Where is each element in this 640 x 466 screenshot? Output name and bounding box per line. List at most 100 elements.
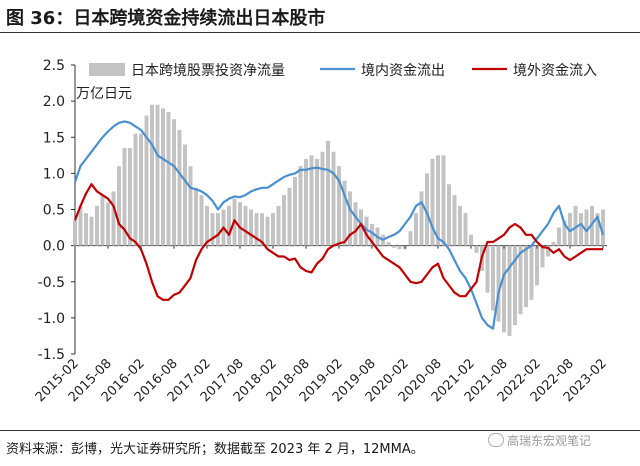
bar xyxy=(474,245,479,253)
bar xyxy=(348,191,352,246)
bar xyxy=(271,213,275,246)
bar xyxy=(89,216,94,246)
bar xyxy=(309,155,314,246)
bar xyxy=(95,205,99,246)
bar xyxy=(144,115,149,246)
bar xyxy=(106,202,110,246)
bar xyxy=(161,108,165,246)
y-tick-label: 0.0 xyxy=(43,239,65,255)
bar xyxy=(128,148,132,246)
y-tick-label: -0.5 xyxy=(38,275,65,291)
bar xyxy=(397,245,402,250)
bar xyxy=(353,202,358,246)
bar xyxy=(546,245,550,257)
bar xyxy=(419,191,424,246)
bar xyxy=(293,176,297,246)
y-tick-label: -1.0 xyxy=(38,311,65,327)
bar xyxy=(370,223,374,246)
bar xyxy=(513,245,517,326)
y-tick-label: 1.5 xyxy=(43,130,65,146)
legend-label-bars: 日本跨境股票投资净流量 xyxy=(131,63,285,79)
bar xyxy=(584,209,589,246)
bar xyxy=(502,245,506,333)
bar xyxy=(243,205,248,246)
bar xyxy=(78,205,83,246)
bar xyxy=(342,180,347,246)
y-tick-label: 2.0 xyxy=(43,94,65,110)
bar xyxy=(441,155,446,246)
bar xyxy=(276,205,281,246)
series-line-foreign xyxy=(73,183,603,301)
bar xyxy=(282,195,286,246)
legend-swatch-bars xyxy=(89,63,125,76)
bar xyxy=(183,144,187,246)
bar xyxy=(452,195,457,246)
bar xyxy=(216,213,220,246)
bar xyxy=(518,245,523,315)
bar xyxy=(155,104,160,246)
bar xyxy=(469,234,473,246)
bar xyxy=(304,158,308,246)
bar xyxy=(595,213,600,246)
legend-label-foreign: 境外资金流入 xyxy=(513,63,597,79)
bar xyxy=(436,155,440,246)
bar xyxy=(408,231,413,246)
bar xyxy=(425,173,429,246)
bar xyxy=(199,195,204,246)
bar xyxy=(133,133,138,246)
y-tick-label: 1.0 xyxy=(43,166,65,182)
bar xyxy=(111,191,116,246)
bar xyxy=(177,130,182,246)
watermark: 高瑞东宏观笔记 xyxy=(488,432,591,449)
bar xyxy=(562,220,567,246)
bar xyxy=(491,245,495,311)
bar xyxy=(507,245,512,336)
bar xyxy=(287,187,292,246)
bar xyxy=(430,158,435,246)
bar xyxy=(337,166,341,246)
bar xyxy=(579,213,583,246)
bar xyxy=(238,202,242,246)
bar xyxy=(227,205,231,246)
bar xyxy=(188,166,193,246)
bar xyxy=(117,166,121,246)
watermark-label: 高瑞东宏观笔记 xyxy=(507,434,592,448)
bar xyxy=(139,133,143,246)
bar xyxy=(573,205,578,246)
bar xyxy=(166,111,171,246)
bar xyxy=(364,216,369,246)
bar xyxy=(205,205,209,246)
bar xyxy=(568,213,572,246)
bar xyxy=(320,151,325,246)
y-tick-label: 0.5 xyxy=(43,203,65,219)
y-tick-label: -1.5 xyxy=(38,347,65,363)
bar xyxy=(551,242,556,246)
bar xyxy=(386,242,391,246)
bar xyxy=(100,195,105,246)
bar xyxy=(535,245,539,286)
footer-divider xyxy=(0,430,640,431)
y-tick-label: 2.5 xyxy=(43,58,65,74)
bar xyxy=(557,227,561,246)
bar xyxy=(298,166,303,246)
title-divider xyxy=(0,32,640,33)
bar xyxy=(414,213,418,246)
bar xyxy=(260,213,264,246)
bar xyxy=(249,209,253,246)
bar xyxy=(524,245,528,308)
bar xyxy=(150,104,154,246)
bar xyxy=(458,205,462,246)
bar xyxy=(485,245,490,293)
bar xyxy=(540,245,545,268)
bar xyxy=(172,119,176,246)
bar xyxy=(84,213,88,246)
y-axis-unit: 万亿日元 xyxy=(76,86,132,102)
bar xyxy=(194,187,198,246)
bar xyxy=(265,216,270,246)
legend-label-domestic: 境内资金流出 xyxy=(361,63,445,79)
bar xyxy=(496,245,501,322)
bar xyxy=(463,213,468,246)
bar xyxy=(73,220,77,246)
bar xyxy=(331,151,336,246)
bar xyxy=(392,245,396,248)
